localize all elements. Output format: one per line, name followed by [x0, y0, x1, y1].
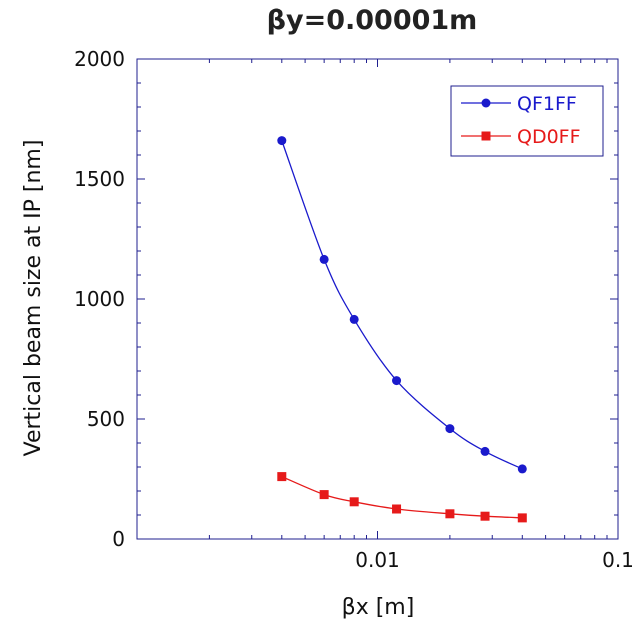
legend-marker-QF1FF — [481, 98, 491, 108]
data-point-QF1FF — [517, 464, 527, 474]
series-line-QD0FF — [281, 476, 523, 519]
y-tick-label: 1000 — [74, 287, 125, 311]
data-point-QD0FF — [480, 511, 490, 521]
y-tick-label: 2000 — [74, 47, 125, 71]
y-tick-label: 1500 — [74, 167, 125, 191]
legend-label-QD0FF: QD0FF — [517, 126, 581, 148]
x-tick-label: 0.01 — [355, 548, 400, 572]
legend-marker-QD0FF — [481, 131, 491, 141]
axis-ticks: 0 500 1000 1500 2000 0.01 0.1 — [74, 47, 634, 572]
y-axis-label: Vertical beam size at IP [nm] — [21, 140, 46, 457]
data-point-QF1FF — [319, 254, 329, 264]
legend: QF1FF QD0FF — [450, 85, 604, 157]
data-point-QF1FF — [392, 376, 402, 386]
data-point-QD0FF — [445, 509, 455, 519]
series-line-QF1FF — [281, 140, 523, 470]
data-point-QF1FF — [480, 446, 490, 456]
y-tick-label: 500 — [87, 407, 125, 431]
x-axis-label: βx [m] — [342, 595, 415, 620]
data-point-QD0FF — [349, 497, 359, 507]
legend-label-QF1FF: QF1FF — [517, 93, 577, 115]
data-point-QD0FF — [392, 504, 402, 514]
series-group — [277, 136, 527, 523]
legend-box — [450, 85, 604, 157]
data-point-QF1FF — [445, 424, 455, 434]
data-point-QD0FF — [517, 513, 527, 523]
data-point-QD0FF — [277, 472, 287, 482]
y-tick-label: 0 — [112, 527, 125, 551]
data-point-QD0FF — [319, 490, 329, 500]
x-tick-label: 0.1 — [602, 548, 634, 572]
chart-title: βy=0.00001m — [267, 5, 478, 36]
data-point-QF1FF — [349, 314, 359, 324]
data-point-QF1FF — [277, 136, 287, 146]
